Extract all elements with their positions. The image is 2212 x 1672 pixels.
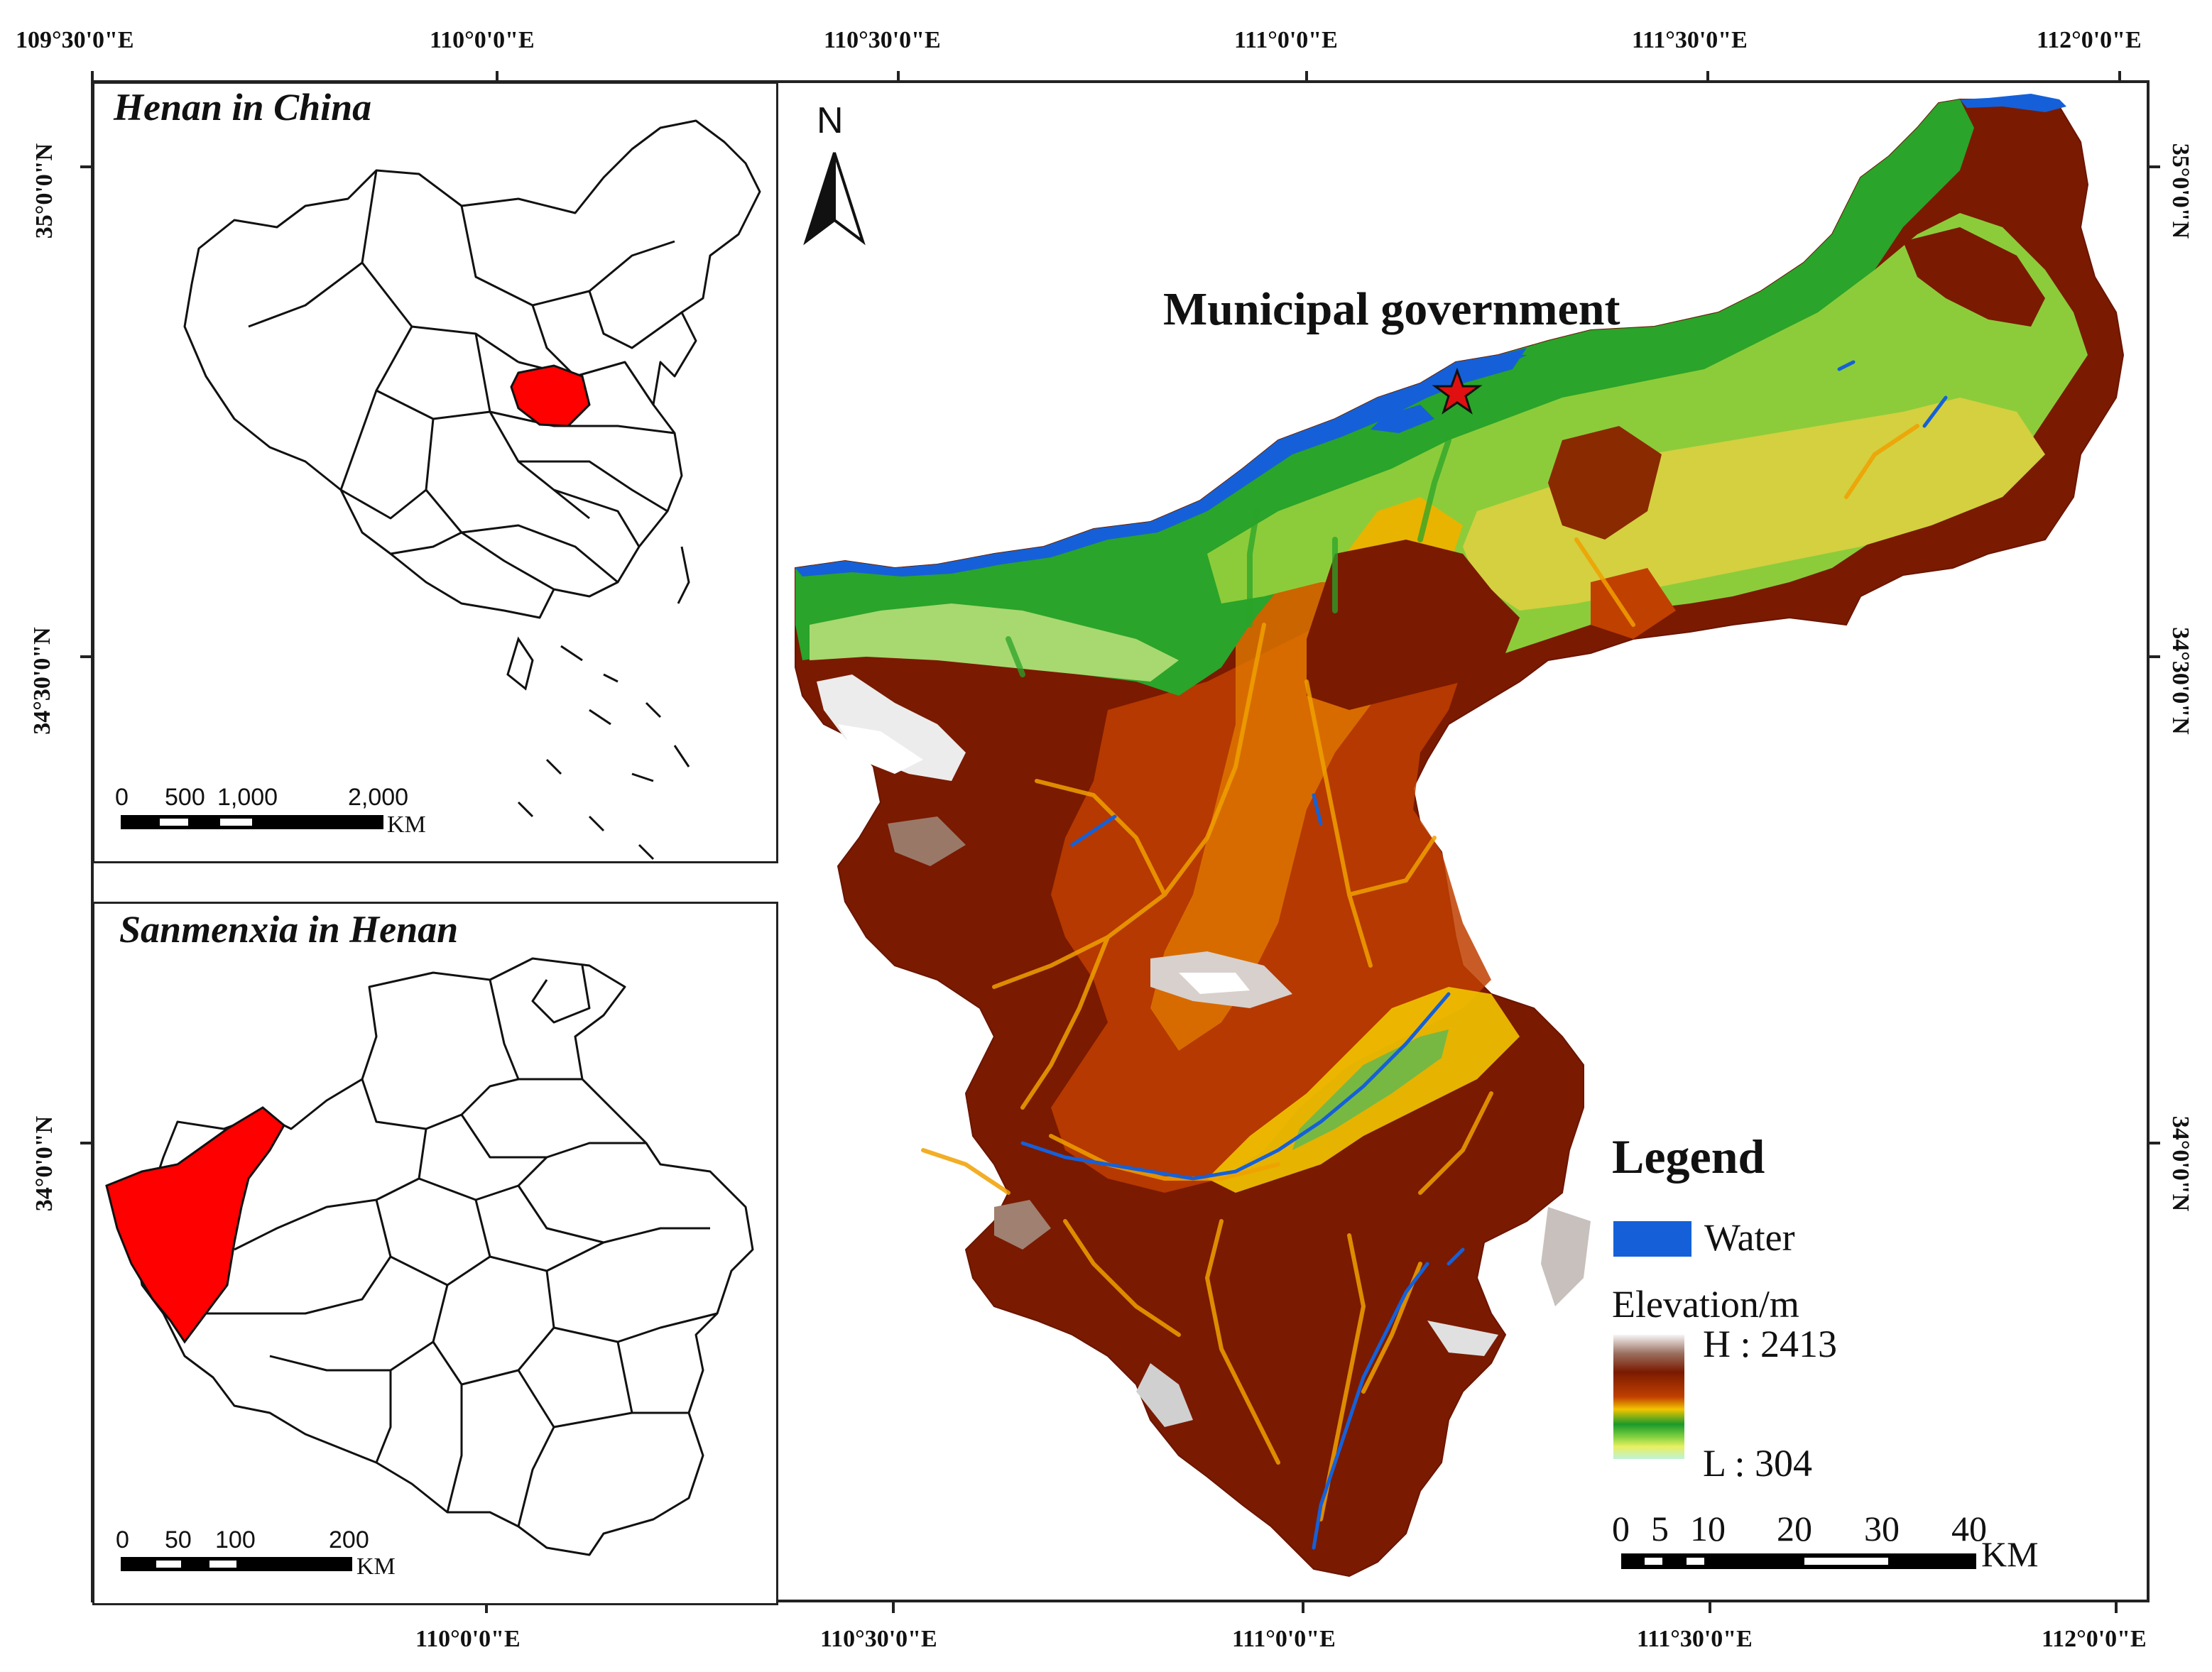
legend-elevation-ramp	[1613, 1335, 1684, 1459]
henan-highlight	[510, 364, 591, 427]
legend-water-swatch	[1613, 1221, 1691, 1257]
main-scale-5: 5	[1651, 1509, 1669, 1548]
legend-high-label: H : 2413	[1703, 1323, 1837, 1365]
china-scale-bar	[121, 815, 383, 829]
main-scale-unit: KM	[1981, 1534, 2039, 1574]
coord-bottom-0: 110°0'0"E	[415, 1626, 521, 1652]
coord-top-1: 110°0'0"E	[430, 27, 535, 53]
henan-map	[105, 957, 754, 1556]
legend-elevation-title: Elevation/m	[1612, 1283, 1799, 1326]
yellow-river	[795, 348, 1527, 577]
north-arrow-icon	[803, 152, 866, 246]
coord-bottom-4: 112°0'0"E	[2042, 1626, 2147, 1652]
coord-top-4: 111°30'0"E	[1632, 27, 1748, 53]
coord-bottom-3: 111°30'0"E	[1637, 1626, 1753, 1652]
sanmenxia-highlight	[105, 1106, 285, 1344]
main-scale-40: 40	[1951, 1509, 1987, 1548]
legend-title: Legend	[1612, 1130, 1765, 1184]
china-scale-500: 500	[165, 784, 205, 811]
henan-scale-bar	[121, 1557, 352, 1571]
coord-top-0: 109°30'0"E	[16, 27, 134, 53]
main-scale-30: 30	[1864, 1509, 1900, 1548]
coord-top-3: 111°0'0"E	[1234, 27, 1338, 53]
henan-scale-200: 200	[329, 1526, 369, 1553]
china-scale-unit: KM	[387, 812, 426, 838]
china-map	[183, 119, 761, 860]
china-scale-0: 0	[115, 784, 129, 811]
coord-top-5: 112°0'0"E	[2037, 27, 2142, 53]
municipal-government-star	[1432, 367, 1483, 415]
china-scale-2000: 2,000	[348, 784, 409, 811]
coord-bottom-1: 110°30'0"E	[820, 1626, 937, 1652]
henan-scale-50: 50	[165, 1526, 192, 1553]
inset-china-title: Henan in China	[114, 86, 372, 129]
main-scale-10: 10	[1690, 1509, 1726, 1548]
north-label: N	[817, 100, 844, 141]
main-scale-0: 0	[1612, 1509, 1630, 1548]
inset-china	[92, 82, 778, 863]
china-scale-1000: 1,000	[217, 784, 278, 811]
municipal-government-label: Municipal government	[1163, 283, 1620, 335]
coord-bottom-2: 111°0'0"E	[1232, 1626, 1336, 1652]
main-scale-20: 20	[1777, 1509, 1812, 1548]
coord-top-2: 110°30'0"E	[824, 27, 941, 53]
henan-scale-unit: KM	[356, 1553, 396, 1580]
legend-water-label: Water	[1704, 1216, 1795, 1259]
inset-henan-title: Sanmenxia in Henan	[119, 908, 459, 951]
legend-low-label: L : 304	[1703, 1442, 1812, 1485]
henan-scale-0: 0	[116, 1526, 129, 1553]
henan-scale-100: 100	[215, 1526, 256, 1553]
main-scale-bar	[1621, 1553, 1976, 1569]
